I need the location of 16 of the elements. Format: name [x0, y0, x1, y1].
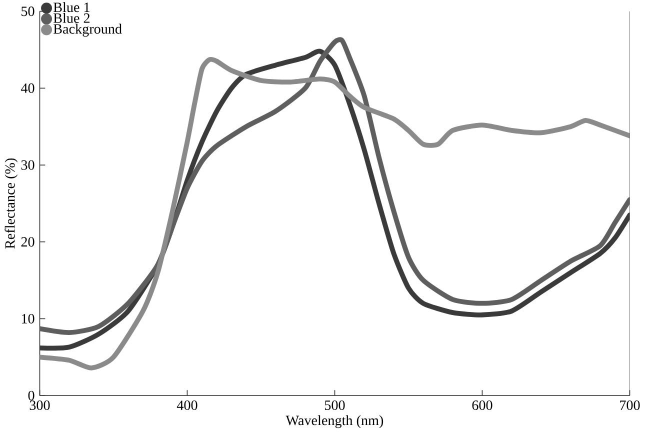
y-tick-label: 0: [28, 390, 34, 400]
legend-label: Blue 2: [54, 13, 90, 24]
x-tick-label: 300: [30, 400, 50, 410]
x-tick-label: 700: [620, 400, 640, 410]
y-tick-label: 30: [21, 160, 34, 170]
x-tick-label: 400: [176, 400, 198, 410]
y-tick-label: 50: [22, 6, 34, 16]
y-axis-title: Reflectance (%): [4, 158, 18, 249]
x-axis-title: Wavelength (nm): [286, 415, 384, 428]
y-tick-label: 10: [22, 314, 34, 324]
x-tick-label: 500: [324, 400, 345, 410]
legend-label: Blue 1: [54, 2, 90, 12]
y-tick-label: 40: [20, 84, 34, 94]
legend-label: Background: [54, 24, 122, 37]
x-tick-label: 600: [472, 400, 492, 410]
y-tick-label: 20: [21, 237, 34, 247]
